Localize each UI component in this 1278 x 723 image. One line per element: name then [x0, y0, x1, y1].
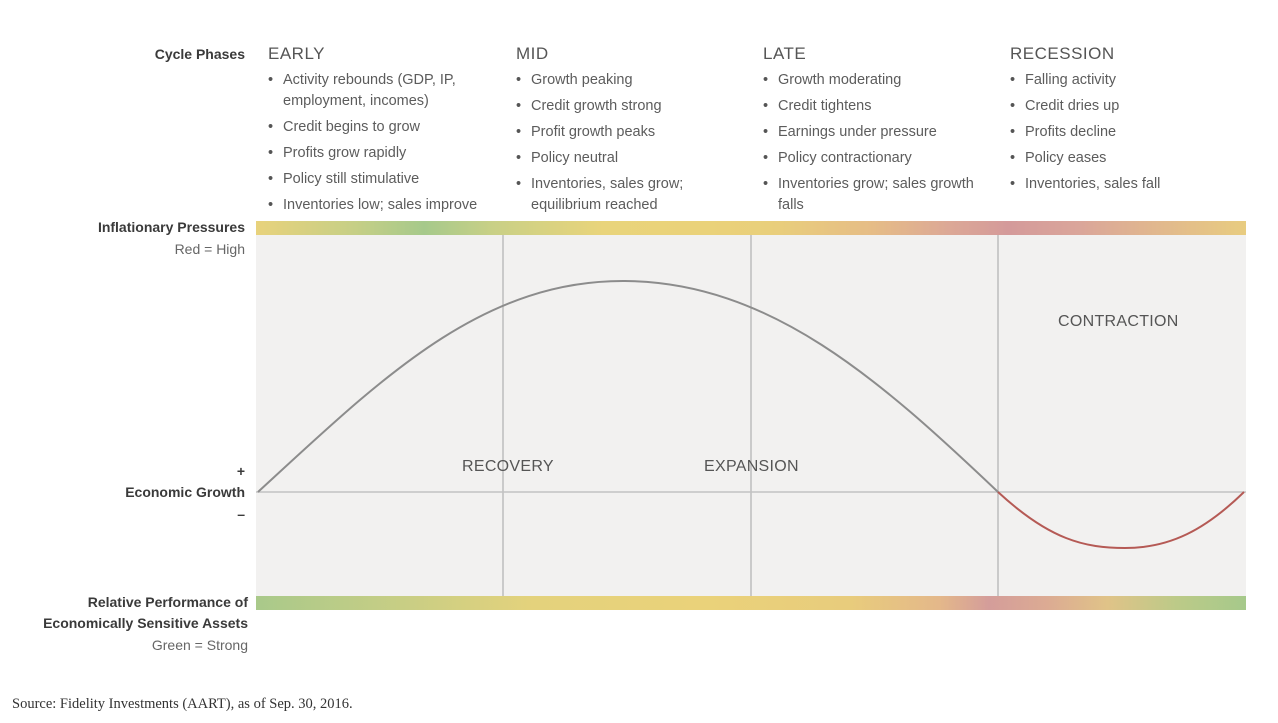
bullet-item: Profits grow rapidly	[268, 143, 508, 164]
bullet-item: Falling activity	[1010, 70, 1250, 91]
bullet-item: Growth peaking	[516, 70, 756, 91]
phase-mid: MID Growth peaking Credit growth strong …	[516, 44, 756, 221]
bullet-item: Activity rebounds (GDP, IP, employment, …	[268, 70, 508, 112]
growth-plus-sign: +	[236, 463, 245, 479]
phase-title: EARLY	[268, 44, 325, 63]
phase-early: EARLY Activity rebounds (GDP, IP, employ…	[268, 44, 508, 221]
bullet-item: Policy eases	[1010, 148, 1250, 169]
cycle-phases-label: Cycle Phases	[154, 46, 245, 62]
phase-bullets: Falling activity Credit dries up Profits…	[1010, 70, 1250, 195]
bullet-item: Inventories grow; sales growth falls	[763, 174, 1003, 216]
phase-recession: RECESSION Falling activity Credit dries …	[1010, 44, 1250, 200]
stage-expansion: EXPANSION	[704, 458, 799, 475]
phase-bullets: Activity rebounds (GDP, IP, employment, …	[268, 70, 508, 216]
bullet-item: Profits decline	[1010, 122, 1250, 143]
phase-bullets: Growth moderating Credit tightens Earnin…	[763, 70, 1003, 216]
stage-recovery: RECOVERY	[462, 458, 554, 475]
phase-title: MID	[516, 44, 549, 63]
bullet-item: Credit tightens	[763, 96, 1003, 117]
phase-late: LATE Growth moderating Credit tightens E…	[763, 44, 1003, 221]
bullet-item: Inventories, sales fall	[1010, 174, 1250, 195]
bullet-item: Policy contractionary	[763, 148, 1003, 169]
recession-curve	[997, 491, 1245, 550]
stage-contraction: CONTRACTION	[1058, 313, 1179, 330]
bullet-item: Policy neutral	[516, 148, 756, 169]
bullet-item: Inventories low; sales improve	[268, 195, 508, 216]
growth-curve	[257, 279, 999, 493]
inflationary-pressures-label: Inflationary Pressures	[97, 219, 245, 235]
growth-minus-sign: –	[237, 506, 245, 522]
bullet-item: Inventories, sales grow; equilibrium rea…	[516, 174, 756, 216]
bullet-item: Credit growth strong	[516, 96, 756, 117]
bullet-item: Credit dries up	[1010, 96, 1250, 117]
bullet-item: Profit growth peaks	[516, 122, 756, 143]
phase-title: LATE	[763, 44, 807, 63]
bullet-item: Credit begins to grow	[268, 117, 508, 138]
phase-title: RECESSION	[1010, 44, 1115, 63]
bullet-item: Growth moderating	[763, 70, 1003, 91]
relative-performance-label-1: Relative Performance of	[87, 594, 248, 610]
bullet-item: Policy still stimulative	[268, 169, 508, 190]
inflationary-pressures-bar	[256, 221, 1246, 235]
economic-growth-label: Economic Growth	[125, 484, 245, 500]
relative-performance-bar	[256, 596, 1246, 610]
inflationary-note: Red = High	[174, 241, 245, 257]
relative-performance-label-2: Economically Sensitive Assets	[43, 615, 248, 631]
relative-performance-note: Green = Strong	[151, 637, 248, 653]
phase-bullets: Growth peaking Credit growth strong Prof…	[516, 70, 756, 216]
bullet-item: Earnings under pressure	[763, 122, 1003, 143]
source-note: Source: Fidelity Investments (AART), as …	[12, 696, 353, 712]
